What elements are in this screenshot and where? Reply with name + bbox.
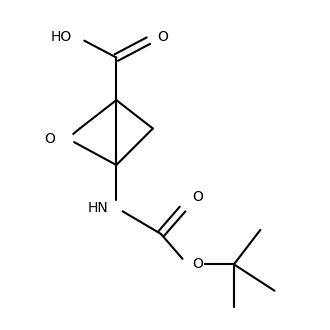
Text: O: O — [157, 30, 168, 44]
Text: O: O — [192, 190, 203, 205]
Text: HO: HO — [51, 30, 72, 44]
Text: O: O — [192, 257, 203, 271]
Text: HN: HN — [88, 201, 109, 214]
Text: O: O — [44, 132, 55, 146]
